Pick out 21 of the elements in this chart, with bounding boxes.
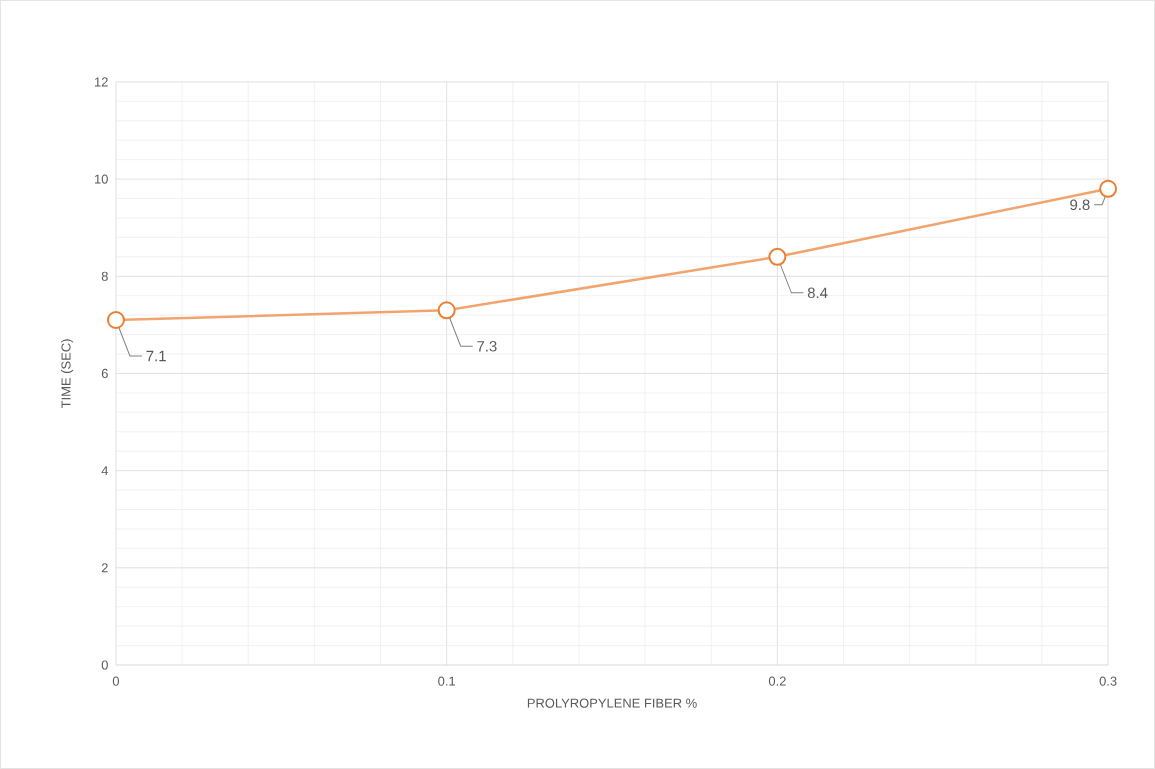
y-tick-label: 6 xyxy=(101,368,108,379)
y-axis-title: TIME (SEC) xyxy=(61,339,74,409)
y-tick-label: 8 xyxy=(101,271,108,281)
y-tick-label: 4 xyxy=(101,466,109,476)
x-tick-label: 0 xyxy=(112,676,120,686)
x-tick-label: 0.2 xyxy=(768,676,786,686)
x-tick-label: 0.1 xyxy=(438,676,456,686)
y-tick-label: 10 xyxy=(94,174,108,184)
data-label: 7.1 xyxy=(146,350,166,362)
data-label: 9.8 xyxy=(1070,199,1090,211)
point xyxy=(106,311,125,330)
data-label: 7.3 xyxy=(477,341,497,352)
x-tick-label: 0.3 xyxy=(1099,676,1117,686)
point xyxy=(768,247,787,266)
data-label: 8.4 xyxy=(807,287,828,299)
point xyxy=(1099,179,1118,198)
y-tick-label: 2 xyxy=(101,563,108,573)
y-tick-label: 0 xyxy=(101,660,108,670)
point xyxy=(437,301,456,320)
x-axis-title: PROLYROPYLENE FIBER % xyxy=(527,698,697,708)
y-tick-label: 12 xyxy=(94,77,108,87)
